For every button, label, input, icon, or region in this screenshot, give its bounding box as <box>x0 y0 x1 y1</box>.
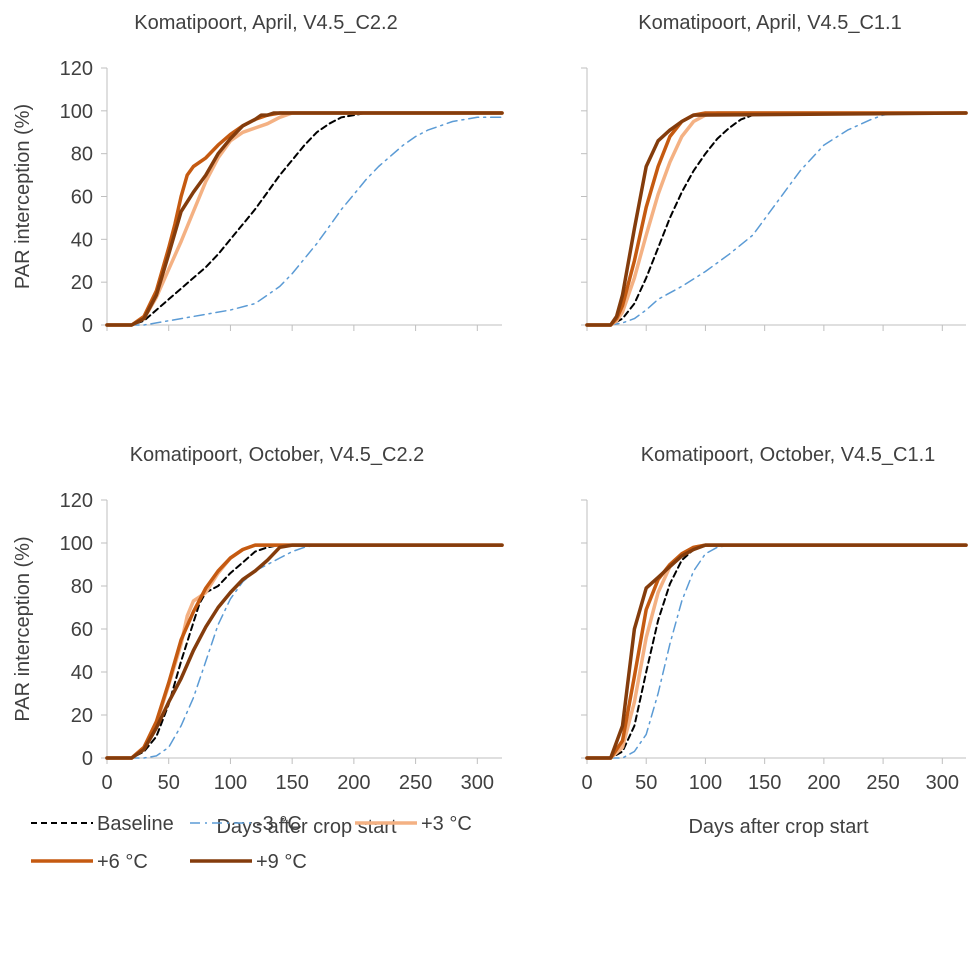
y-tick-label: 80 <box>71 144 93 166</box>
y-tick-label: 60 <box>71 619 93 641</box>
legend-label: +9 °C <box>256 851 307 873</box>
legend-label: +3 °C <box>421 813 472 835</box>
x-tick-label: 50 <box>635 772 657 794</box>
series-line-+9c <box>585 543 968 760</box>
series-line-+9c <box>105 111 504 327</box>
y-tick-label: 40 <box>71 662 93 684</box>
series-line--3c <box>106 116 503 326</box>
series-line-+3c <box>105 543 504 760</box>
y-tick-label: 100 <box>60 533 93 555</box>
y-tick-label: 20 <box>71 705 93 727</box>
y-tick-label: 0 <box>82 748 93 770</box>
x-tick-label: 300 <box>461 772 494 794</box>
x-axis-label: Days after crop start <box>216 816 397 838</box>
y-tick-label: 40 <box>71 229 93 251</box>
series-line--3c <box>586 544 967 759</box>
x-axis-label: Days after crop start <box>688 816 869 838</box>
x-tick-label: 100 <box>214 772 247 794</box>
chart-title: Komatipoort, April, V4.5_C1.1 <box>638 12 901 34</box>
chart-title: Komatipoort, October, V4.5_C1.1 <box>641 444 936 466</box>
x-tick-label: 50 <box>158 772 180 794</box>
chart-panel-4: Komatipoort, October, V4.5_C1.1 0 50 100 150… <box>581 444 968 838</box>
legend-label: Baseline <box>97 813 174 835</box>
chart-panel-2: Komatipoort, April, V4.5_C1.1 <box>581 12 968 331</box>
x-tick-label: 300 <box>926 772 959 794</box>
y-tick-label: 0 <box>82 315 93 337</box>
y-tick-label: 100 <box>60 101 93 123</box>
x-tick-label: 200 <box>807 772 840 794</box>
series-line--3c <box>586 112 967 326</box>
x-tick-label: 100 <box>689 772 722 794</box>
y-tick-label: 60 <box>71 187 93 209</box>
chart-title: Komatipoort, October, V4.5_C2.2 <box>130 444 425 466</box>
chart-panel-3: Komatipoort, October, V4.5_C2.2 0 20 40 60 80… <box>12 444 504 838</box>
legend-label: +6 °C <box>97 851 148 873</box>
legend-label: -3 °C <box>256 813 302 835</box>
series-line-baseline <box>586 112 967 326</box>
y-tick-label: 20 <box>71 272 93 294</box>
series-line-+3c <box>585 543 968 760</box>
y-tick-label: 120 <box>60 58 93 80</box>
series-line-baseline <box>106 544 503 759</box>
y-axis-label: PAR interception (%) <box>12 536 34 721</box>
x-tick-label: 150 <box>748 772 781 794</box>
legend: Baseline -3 °C +3 °C +6 °C +9 °C <box>31 813 472 873</box>
x-tick-label: 200 <box>337 772 370 794</box>
chart-title: Komatipoort, April, V4.5_C2.2 <box>134 12 397 34</box>
y-tick-label: 120 <box>60 490 93 512</box>
x-tick-label: 250 <box>399 772 432 794</box>
series-line-+9c <box>105 543 504 760</box>
series-line-baseline <box>586 544 967 759</box>
x-tick-label: 150 <box>275 772 308 794</box>
series-line-baseline <box>106 112 503 326</box>
x-tick-label: 250 <box>866 772 899 794</box>
series-line-+6c <box>105 543 504 760</box>
x-tick-label: 0 <box>101 772 112 794</box>
series-line-+9c <box>585 111 968 327</box>
x-tick-label: 0 <box>581 772 592 794</box>
series-line-+6c <box>585 111 968 327</box>
series-line--3c <box>106 544 503 759</box>
chart-panel-1: Komatipoort, April, V4.5_C2.2 0 20 40 60 80 10… <box>12 12 504 337</box>
y-tick-label: 80 <box>71 576 93 598</box>
y-axis-label: PAR interception (%) <box>12 104 34 289</box>
